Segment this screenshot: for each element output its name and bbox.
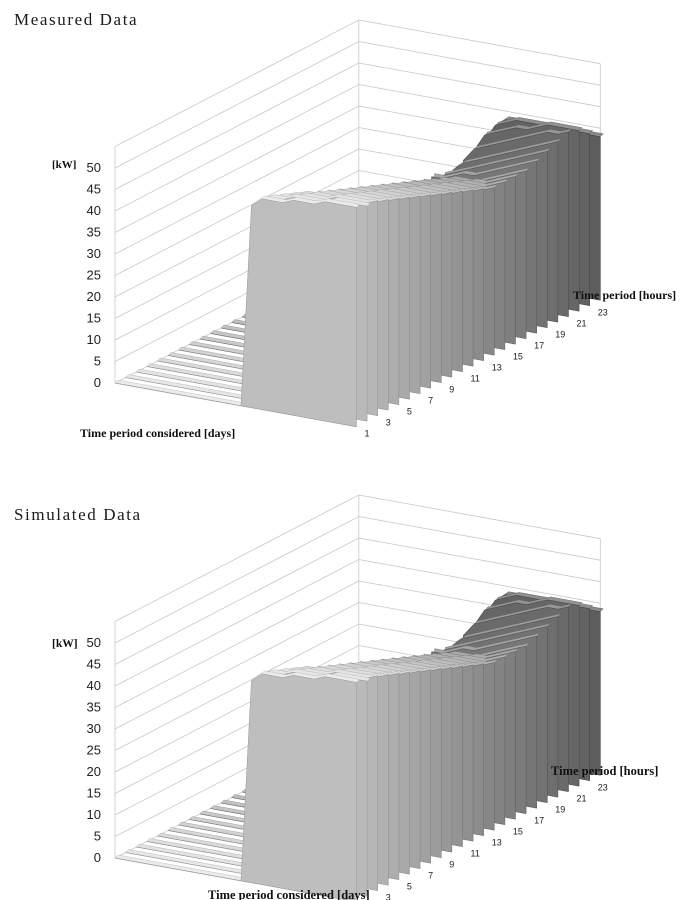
hour-tick-label: 13	[492, 363, 502, 373]
ribbons	[114, 591, 604, 900]
hour-tick-label: 11	[471, 849, 480, 859]
z-axis-label: [kW]	[52, 159, 76, 171]
z-tick-label: 45	[87, 182, 101, 197]
z-tick-label: 50	[87, 160, 101, 175]
ribbon-hour-1	[114, 670, 360, 900]
ribbon-front-face	[114, 673, 357, 900]
chart-title: Measured Data	[14, 10, 139, 29]
ribbons	[114, 116, 604, 427]
x-axis-label: Time period considered [days]	[80, 426, 235, 440]
z-tick-label: 5	[94, 354, 101, 369]
hour-tick-label: 19	[555, 805, 565, 815]
x-axis-label: Time period considered [days]	[208, 888, 370, 900]
chart-plot: 051015202530354045501357911131517192123[…	[52, 494, 658, 900]
chart-title: Simulated Data	[14, 505, 142, 524]
z-tick-label: 25	[87, 268, 101, 283]
hour-tick-label: 5	[407, 882, 412, 892]
chart-panel-measured: Measured Data 0 5 10 15 20 25 30 35 40 45 50 1 3 5 7 9 1…	[14, 10, 676, 440]
z-tick-label: 35	[87, 225, 101, 240]
hour-tick-label: 19	[555, 330, 565, 340]
z-tick-label: 40	[87, 203, 101, 218]
z-tick-label: 5	[94, 829, 101, 844]
hour-tick-label: 13	[492, 838, 502, 848]
z-tick-label: 30	[87, 721, 101, 736]
z-tick-label: 30	[87, 246, 101, 261]
hour-tick-label: 7	[428, 396, 433, 406]
z-axis-label: [kW]	[52, 638, 78, 650]
hour-tick-label: 5	[407, 407, 412, 417]
z-tick-label: 45	[87, 657, 101, 672]
hour-tick-label: 3	[386, 893, 391, 900]
hour-tick-label: 3	[386, 418, 391, 428]
z-tick-label: 35	[87, 700, 101, 715]
z-tick-label: 20	[87, 289, 101, 304]
z-tick-label: 15	[87, 311, 101, 326]
z-tick-label: 0	[94, 375, 101, 390]
z-tick-label: 0	[94, 850, 101, 865]
z-tick-label: 10	[87, 807, 101, 822]
hour-tick-label: 1	[365, 429, 370, 439]
hour-tick-label: 9	[449, 860, 454, 870]
y-axis-label: Time period [hours]	[573, 288, 676, 302]
hour-tick-label: 7	[428, 871, 433, 881]
chart-plot: 051015202530354045501357911131517192123[…	[52, 19, 676, 440]
z-tick-label: 10	[87, 332, 101, 347]
hour-tick-label: 9	[449, 385, 454, 395]
hour-tick-label: 11	[471, 374, 480, 384]
hour-tick-label: 23	[598, 783, 608, 793]
hour-tick-label: 15	[513, 352, 523, 362]
z-tick-label: 15	[87, 786, 101, 801]
z-tick-label: 40	[87, 678, 101, 693]
y-axis-label: Time period [hours]	[551, 764, 658, 778]
hour-tick-label: 21	[577, 794, 587, 804]
hour-tick-label: 17	[534, 341, 544, 351]
hour-tick-label: 17	[534, 816, 544, 826]
z-axis-ticks: 0 5 10 15 20 25 30 35 40 45 50	[87, 160, 101, 390]
chart-panel-simulated: Simulated Data 0 5 10 15 20 25 30 35 40 45 50 13 5 7 9…	[0, 450, 683, 900]
hour-tick-label: 15	[513, 827, 523, 837]
hour-tick-label: 23	[598, 308, 608, 318]
z-tick-label: 25	[87, 743, 101, 758]
ribbon-hour-1	[114, 195, 360, 427]
z-tick-label: 50	[87, 635, 101, 650]
z-axis-ticks: 0 5 10 15 20 25 30 35 40 45 50	[87, 635, 101, 865]
ribbon-front-face	[114, 198, 357, 427]
z-tick-label: 20	[87, 764, 101, 779]
hour-tick-label: 21	[577, 319, 587, 329]
